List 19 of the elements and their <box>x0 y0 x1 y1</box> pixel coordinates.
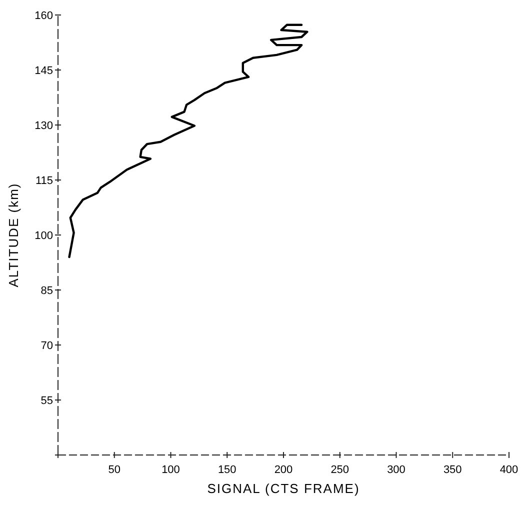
line-series <box>68 24 308 258</box>
x-tick-label: 50 <box>108 464 120 476</box>
y-tick-label: 160 <box>34 10 53 22</box>
x-tick-label: 100 <box>162 464 180 476</box>
x-tick-label: 400 <box>500 464 518 476</box>
x-tick-label: 250 <box>330 464 350 476</box>
y-tick-label: 70 <box>40 340 53 352</box>
x-axis-title: SIGNAL (CTS FRAME) <box>207 481 360 496</box>
y-tick-label: 115 <box>35 174 53 187</box>
y-tick-label: 145 <box>34 64 53 77</box>
y-tick-label: 100 <box>34 230 53 242</box>
y-axis-title: ALTITUDE (km) <box>6 182 21 288</box>
y-tick-label: 55 <box>40 394 53 407</box>
x-tick-label: 200 <box>274 464 293 476</box>
x-tick-label: 300 <box>387 464 406 476</box>
x-tick-label: 150 <box>218 464 236 476</box>
y-tick-label: 130 <box>34 120 53 132</box>
x-tick-label: 350 <box>443 464 462 476</box>
y-tick-label: 85 <box>40 284 53 297</box>
